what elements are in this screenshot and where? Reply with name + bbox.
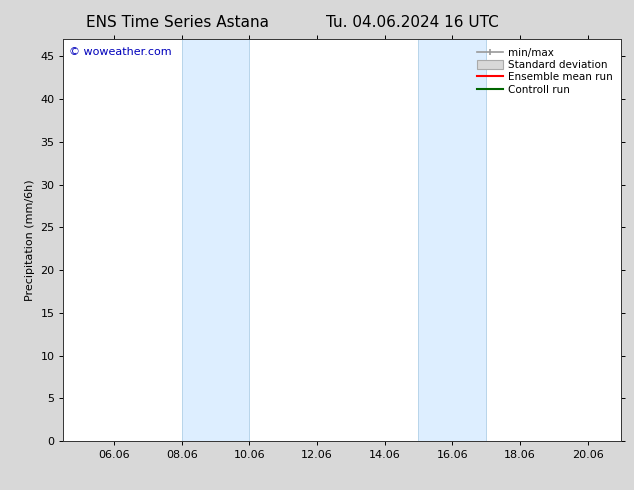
Text: © woweather.com: © woweather.com (69, 47, 172, 57)
Bar (418, 39, 486, 441)
Y-axis label: Precipitation (mm/6h): Precipitation (mm/6h) (25, 179, 35, 301)
Legend: min/max, Standard deviation, Ensemble mean run, Controll run: min/max, Standard deviation, Ensemble me… (474, 45, 616, 98)
Text: Tu. 04.06.2024 16 UTC: Tu. 04.06.2024 16 UTC (326, 15, 498, 30)
Text: ENS Time Series Astana: ENS Time Series Astana (86, 15, 269, 30)
Bar (182, 39, 249, 441)
